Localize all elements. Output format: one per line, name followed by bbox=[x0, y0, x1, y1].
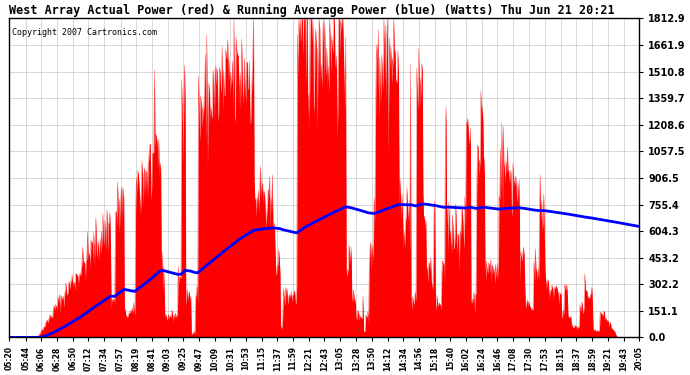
Text: West Array Actual Power (red) & Running Average Power (blue) (Watts) Thu Jun 21 : West Array Actual Power (red) & Running … bbox=[9, 4, 614, 17]
Text: Copyright 2007 Cartronics.com: Copyright 2007 Cartronics.com bbox=[12, 28, 157, 37]
